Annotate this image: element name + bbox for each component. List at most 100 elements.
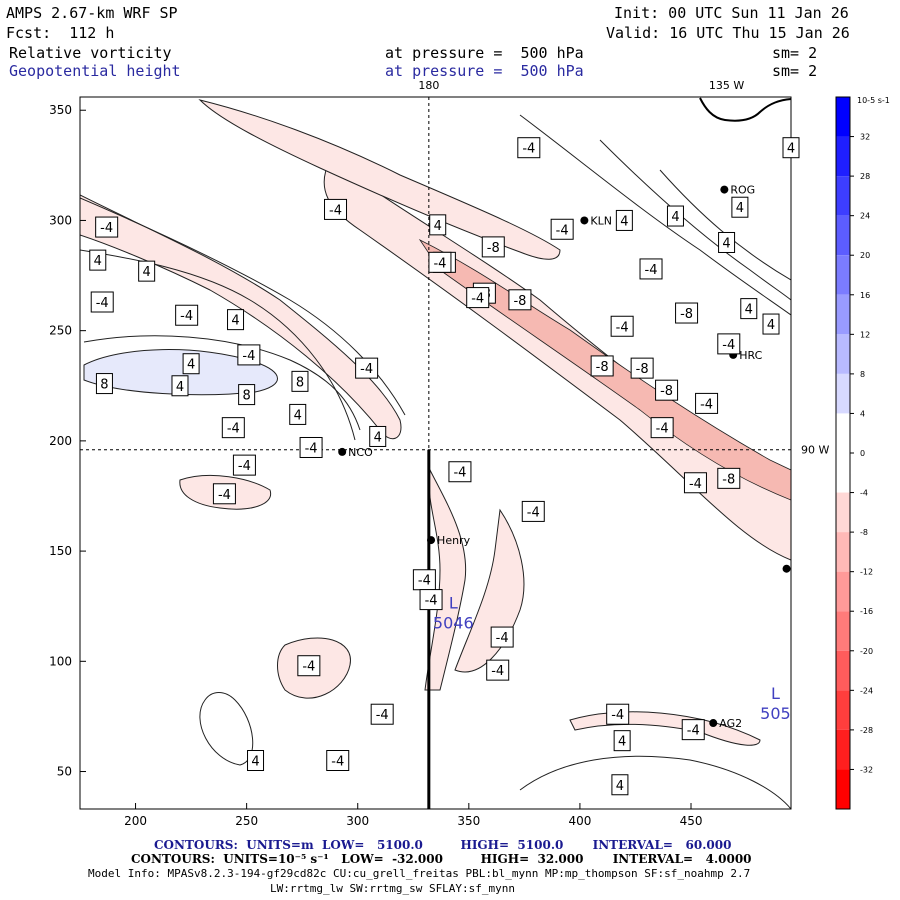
colorbar-label: 28 [860,172,870,181]
field2-level: at pressure = 500 hPa [385,62,584,80]
colorbar-label: 8 [860,370,865,379]
field1-name: Relative vorticity [9,44,172,62]
contour-label: -4 [218,488,231,503]
contour-label: -4 [687,724,700,739]
colorbar: 32 28 24 20 16 12 8 4 0 -4 -8 -12 -16 -20 -24 -28 -32 [835,96,873,810]
contour-label: -4 [556,223,569,238]
station-label: Henry [437,534,471,547]
contour-label: -4 [302,660,315,675]
colorbar-label: 0 [860,449,865,458]
contour-label-box [89,249,107,271]
contour-label: 4 [434,219,442,234]
colorbar-label: -24 [860,686,873,695]
colorbar-swatch [836,176,850,216]
contour-label: -4 [376,708,389,723]
x-tick-label: 200 [124,814,147,828]
x-axis: 200 250 300 350 400 450 [124,803,702,828]
contour-label-box [610,315,634,337]
contour-line [199,692,254,766]
contour-label-box [428,251,452,273]
station-label: NCO [348,446,373,459]
model-title: AMPS 2.67-km WRF SP [6,4,178,22]
northern-negative-band [80,194,402,440]
contour-label-box [95,216,119,238]
field1-smoothing: sm= 2 [772,44,818,62]
colorbar-label: -12 [860,568,873,577]
contour-label: -8 [513,294,526,309]
x-tick-label: 250 [235,814,258,828]
contour-label-box [782,137,800,159]
valid-time: Valid: 16 UTC Thu 15 Jan 26 [606,24,850,42]
colorbar-swatch [836,136,850,177]
contour-label-box [490,626,514,648]
colorbar-label: 16 [860,291,870,300]
colorbar-swatch [836,690,850,730]
contour-label: 4 [251,755,259,770]
contour-label-box [630,357,654,379]
contour-label: -4 [491,664,504,679]
colorbar-label: -16 [860,607,873,616]
contour-label-box [717,333,741,355]
field2-name: Geopotential height [9,62,181,80]
contour-label: -4 [305,441,318,456]
contour-label: -4 [433,256,446,271]
contour-label: -4 [227,422,240,437]
contour-label-box [182,353,200,375]
contour-label-box [639,258,663,280]
contour-label-box [138,260,156,282]
colorbar-swatch [836,215,850,256]
contour-label: 4 [374,430,382,445]
contour-label: -4 [522,142,535,157]
contour-label-box [613,730,631,752]
contour-label-box [419,589,443,611]
contour-label: 4 [745,303,753,318]
colorbar-swatch [836,294,850,335]
edge-annotations: 180 135 W 90 W [418,79,829,457]
field2-smoothing: sm= 2 [772,62,818,80]
contour-label-box [695,392,719,414]
contour-label-box [590,355,614,377]
contour-label-box [508,289,532,311]
y-tick-label: 200 [49,434,72,448]
station-marker [720,185,729,194]
colorbar-label: -32 [860,765,873,774]
contour-label: 8 [100,378,108,393]
low-value: 5046 [433,613,474,632]
contour-label-box [95,373,113,395]
colorbar-label: -28 [860,726,873,735]
contour-label: 4 [620,214,628,229]
contour-line [83,335,361,431]
contour-label-box [370,703,394,725]
contour-label: 8 [296,375,304,390]
contour-label: -4 [180,309,193,324]
contour-label-box [486,659,510,681]
colorbar-label: 20 [860,251,870,260]
contour-label-box [90,291,114,313]
contour-label-box [297,655,321,677]
contour-label: 4 [616,779,624,794]
contour-label-box [655,379,679,401]
colorbar-swatch [836,650,850,691]
x-tick-label: 300 [346,814,369,828]
model-info: Model Info: MPASv8.2.3-194-gf29cd82c CU:… [88,867,751,880]
field1-level: at pressure = 500 hPa [385,44,584,62]
contour-line [519,114,791,316]
contour-label-box [369,425,387,447]
x-tick-label: 400 [568,814,591,828]
colorbar-swatch [836,413,850,453]
colorbar-swatch [836,571,850,612]
contour-label: -4 [453,466,466,481]
contour-label-box [291,370,309,392]
contour-label-box [429,214,447,236]
contour-label: -4 [100,221,113,236]
station-marker [709,719,718,728]
contour-label-box [175,304,199,326]
colorbar-swatch [836,729,850,770]
plot-frame [79,96,792,810]
contour-label: -4 [689,477,702,492]
contour-label-box [517,137,541,159]
colorbar-swatch [836,492,850,533]
contour-label: 8 [243,389,251,404]
contour-label-box [606,703,630,725]
